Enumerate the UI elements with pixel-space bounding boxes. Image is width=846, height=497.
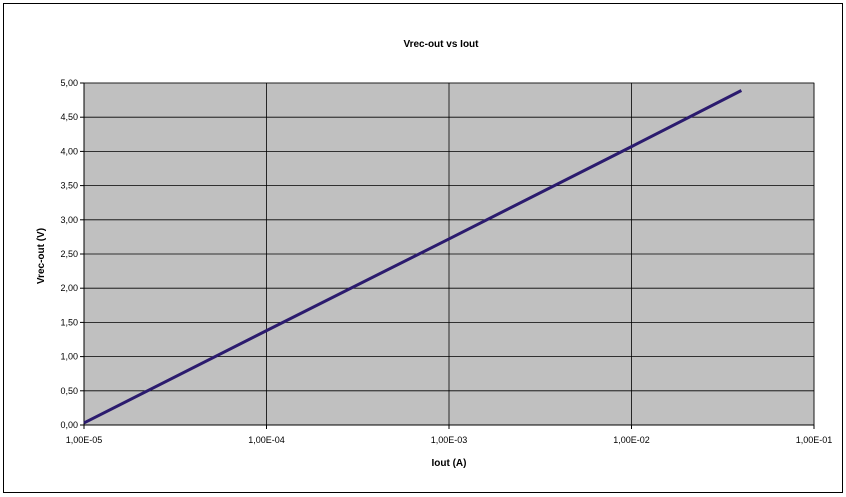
y-axis-label: Vrec-out (V)	[36, 228, 47, 284]
x-axis-label: Iout (A)	[432, 458, 467, 469]
y-tick-label: 3,50	[60, 181, 78, 191]
x-tick-labels: 1,00E-05 1,00E-04 1,00E-03 1,00E-02 1,00E-01	[66, 435, 833, 445]
y-tick-label: 5,00	[60, 78, 78, 88]
chart-title: Vrec-out vs Iout	[403, 39, 479, 50]
y-tick-label: 2,50	[60, 249, 78, 259]
y-tick-label: 0,50	[60, 386, 78, 396]
y-tick-labels: 0,00 0,50 1,00 1,50 2,00 2,50 3,00 3,50 4,00 4,50…	[60, 78, 78, 430]
y-tick-label: 3,00	[60, 215, 78, 225]
y-tick-label: 4,50	[60, 112, 78, 122]
y-tick-label: 4,00	[60, 146, 78, 156]
series-line	[83, 89, 743, 425]
y-tick-label: 0,00	[60, 420, 78, 430]
x-tick-label: 1,00E-01	[796, 435, 833, 445]
x-tick-label: 1,00E-03	[431, 435, 468, 445]
grid-lines	[80, 82, 815, 429]
x-tick-label: 1,00E-04	[248, 435, 285, 445]
x-tick-label: 1,00E-05	[66, 435, 103, 445]
y-tick-label: 1,00	[60, 352, 78, 362]
y-tick-label: 1,50	[60, 317, 78, 327]
series-group	[83, 89, 743, 425]
y-tick-label: 2,00	[60, 283, 78, 293]
x-tick-label: 1,00E-02	[613, 435, 650, 445]
